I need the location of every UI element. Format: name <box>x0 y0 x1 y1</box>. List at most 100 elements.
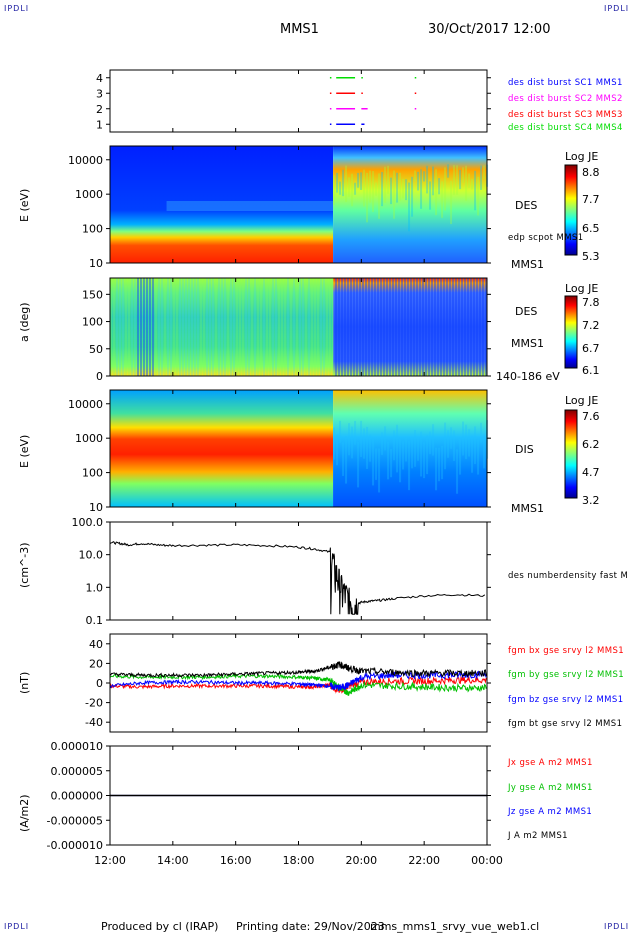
fgm-ytick: 0 <box>96 677 103 690</box>
dis-energy-ytick: 10000 <box>68 398 103 411</box>
colorbar-1 <box>564 164 578 256</box>
legend-burst-sc3: des dist burst SC3 MMS3 <box>508 110 623 120</box>
des-pitch-texture <box>170 278 172 376</box>
des-pitch-texture <box>242 278 244 376</box>
des-energy-texture <box>450 180 453 225</box>
dis-energy-texture <box>396 424 399 473</box>
des-pitch-ytick: 100 <box>82 316 103 329</box>
des-pitch-texture <box>224 278 226 376</box>
dis-energy-texture <box>435 447 438 491</box>
des-pitch-texture <box>206 278 208 376</box>
des-pitch-texture <box>179 278 181 376</box>
des-energy-texture <box>387 165 390 194</box>
des-pitch-texture <box>305 278 307 376</box>
des-pitch-texture <box>461 278 463 376</box>
colorbar2-tick: 7.2 <box>582 319 600 332</box>
des-pitch-texture <box>416 278 418 376</box>
des-pitch-texture <box>203 278 205 376</box>
dis-energy-texture <box>369 434 372 462</box>
des-pitch-texture <box>302 278 304 376</box>
dis-energy-texture <box>339 420 342 443</box>
xtick-label: 22:00 <box>408 854 440 867</box>
des-pitch-texture <box>434 278 436 376</box>
des-pitch-spectrogram <box>110 278 487 376</box>
des-pitch-texture <box>236 278 238 376</box>
des-energy-spectrogram <box>110 146 489 263</box>
des-energy-texture <box>456 165 459 195</box>
density-ytick: 1.0 <box>86 581 104 594</box>
dis-energy-texture <box>372 438 375 486</box>
des-pitch-texture <box>341 278 343 376</box>
dis-energy-texture <box>480 422 483 443</box>
legend-density: des numberdensity fast M <box>508 571 629 581</box>
des-pitch-texture <box>281 278 283 376</box>
xtick-label: 16:00 <box>220 854 252 867</box>
dis-energy-texture <box>450 427 453 449</box>
des-energy-texture <box>351 173 354 207</box>
des-energy-texture <box>342 169 345 197</box>
des-pitch-texture <box>479 278 481 376</box>
dis-energy-texture <box>333 427 336 460</box>
des-energy-texture <box>372 171 375 212</box>
des-pitch-texture <box>440 278 442 376</box>
des-pitch-texture <box>392 278 394 376</box>
fgm-ytick: 20 <box>89 657 103 670</box>
des-pitch-texture <box>245 278 247 376</box>
des-pitch-texture <box>314 278 316 376</box>
des-pitch-texture <box>458 278 460 376</box>
colorbar2-tick: 6.7 <box>582 342 600 355</box>
des-pitch-texture <box>353 278 355 376</box>
colorbar3-tick: 3.2 <box>582 494 600 507</box>
dis-energy-texture <box>474 426 477 465</box>
des-pitch-texture <box>146 278 148 376</box>
dis-energy-texture <box>348 423 351 456</box>
des-pitch-texture <box>467 278 469 376</box>
des-pitch-texture <box>419 278 421 376</box>
des-pitch-texture <box>140 278 142 376</box>
des-energy-texture <box>384 166 387 203</box>
des-pitch-texture <box>260 278 262 376</box>
dis-energy-texture <box>390 448 393 478</box>
des-energy-texture <box>381 172 384 207</box>
des-energy-texture <box>465 165 468 201</box>
des-pitch-texture <box>215 278 217 376</box>
des-pitch-texture <box>338 278 340 376</box>
des-pitch-texture <box>263 278 265 376</box>
des-energy-texture <box>402 178 405 199</box>
current-ytick: -0.000010 <box>47 839 103 852</box>
dis-energy-texture <box>426 435 429 475</box>
legend-jz: Jz gse A m2 MMS1 <box>508 807 593 817</box>
burst-ytick: 4 <box>96 72 103 85</box>
des-pitch-texture <box>344 278 346 376</box>
des-pitch-texture <box>464 278 466 376</box>
dis-energy-texture <box>375 448 378 480</box>
density-frame <box>109 521 488 621</box>
des-pitch-texture <box>386 278 388 376</box>
colorbar2-tick: 6.1 <box>582 364 600 377</box>
des-pitch-texture <box>455 278 457 376</box>
dis-energy-texture <box>384 426 387 451</box>
des-pitch-texture <box>452 278 454 376</box>
dis-energy-texture <box>420 431 423 477</box>
des-pitch-texture <box>119 278 121 376</box>
colorbar3-tick: 4.7 <box>582 466 600 479</box>
des-pitch-texture <box>269 278 271 376</box>
burst-ytick: 1 <box>96 118 103 131</box>
dis-energy-texture <box>456 449 459 494</box>
des-pitch-texture <box>200 278 202 376</box>
des-pitch-texture <box>209 278 211 376</box>
fgm-by-line <box>109 673 487 697</box>
des-energy-texture <box>366 172 369 223</box>
dis-energy-texture <box>444 422 447 470</box>
dis-energy-texture <box>402 441 405 470</box>
dis-energy-texture <box>405 437 408 462</box>
colorbar1-tick: 6.5 <box>582 222 600 235</box>
dis-energy-ytick: 1000 <box>75 432 103 445</box>
xtick-label: 14:00 <box>157 854 189 867</box>
des-pitch-texture <box>329 278 331 376</box>
burst-ytick: 3 <box>96 87 103 100</box>
des-energy-texture <box>333 175 336 205</box>
dis-energy-texture <box>417 437 420 461</box>
footer-print-date: Printing date: 29/Nov/2023 <box>236 920 385 933</box>
